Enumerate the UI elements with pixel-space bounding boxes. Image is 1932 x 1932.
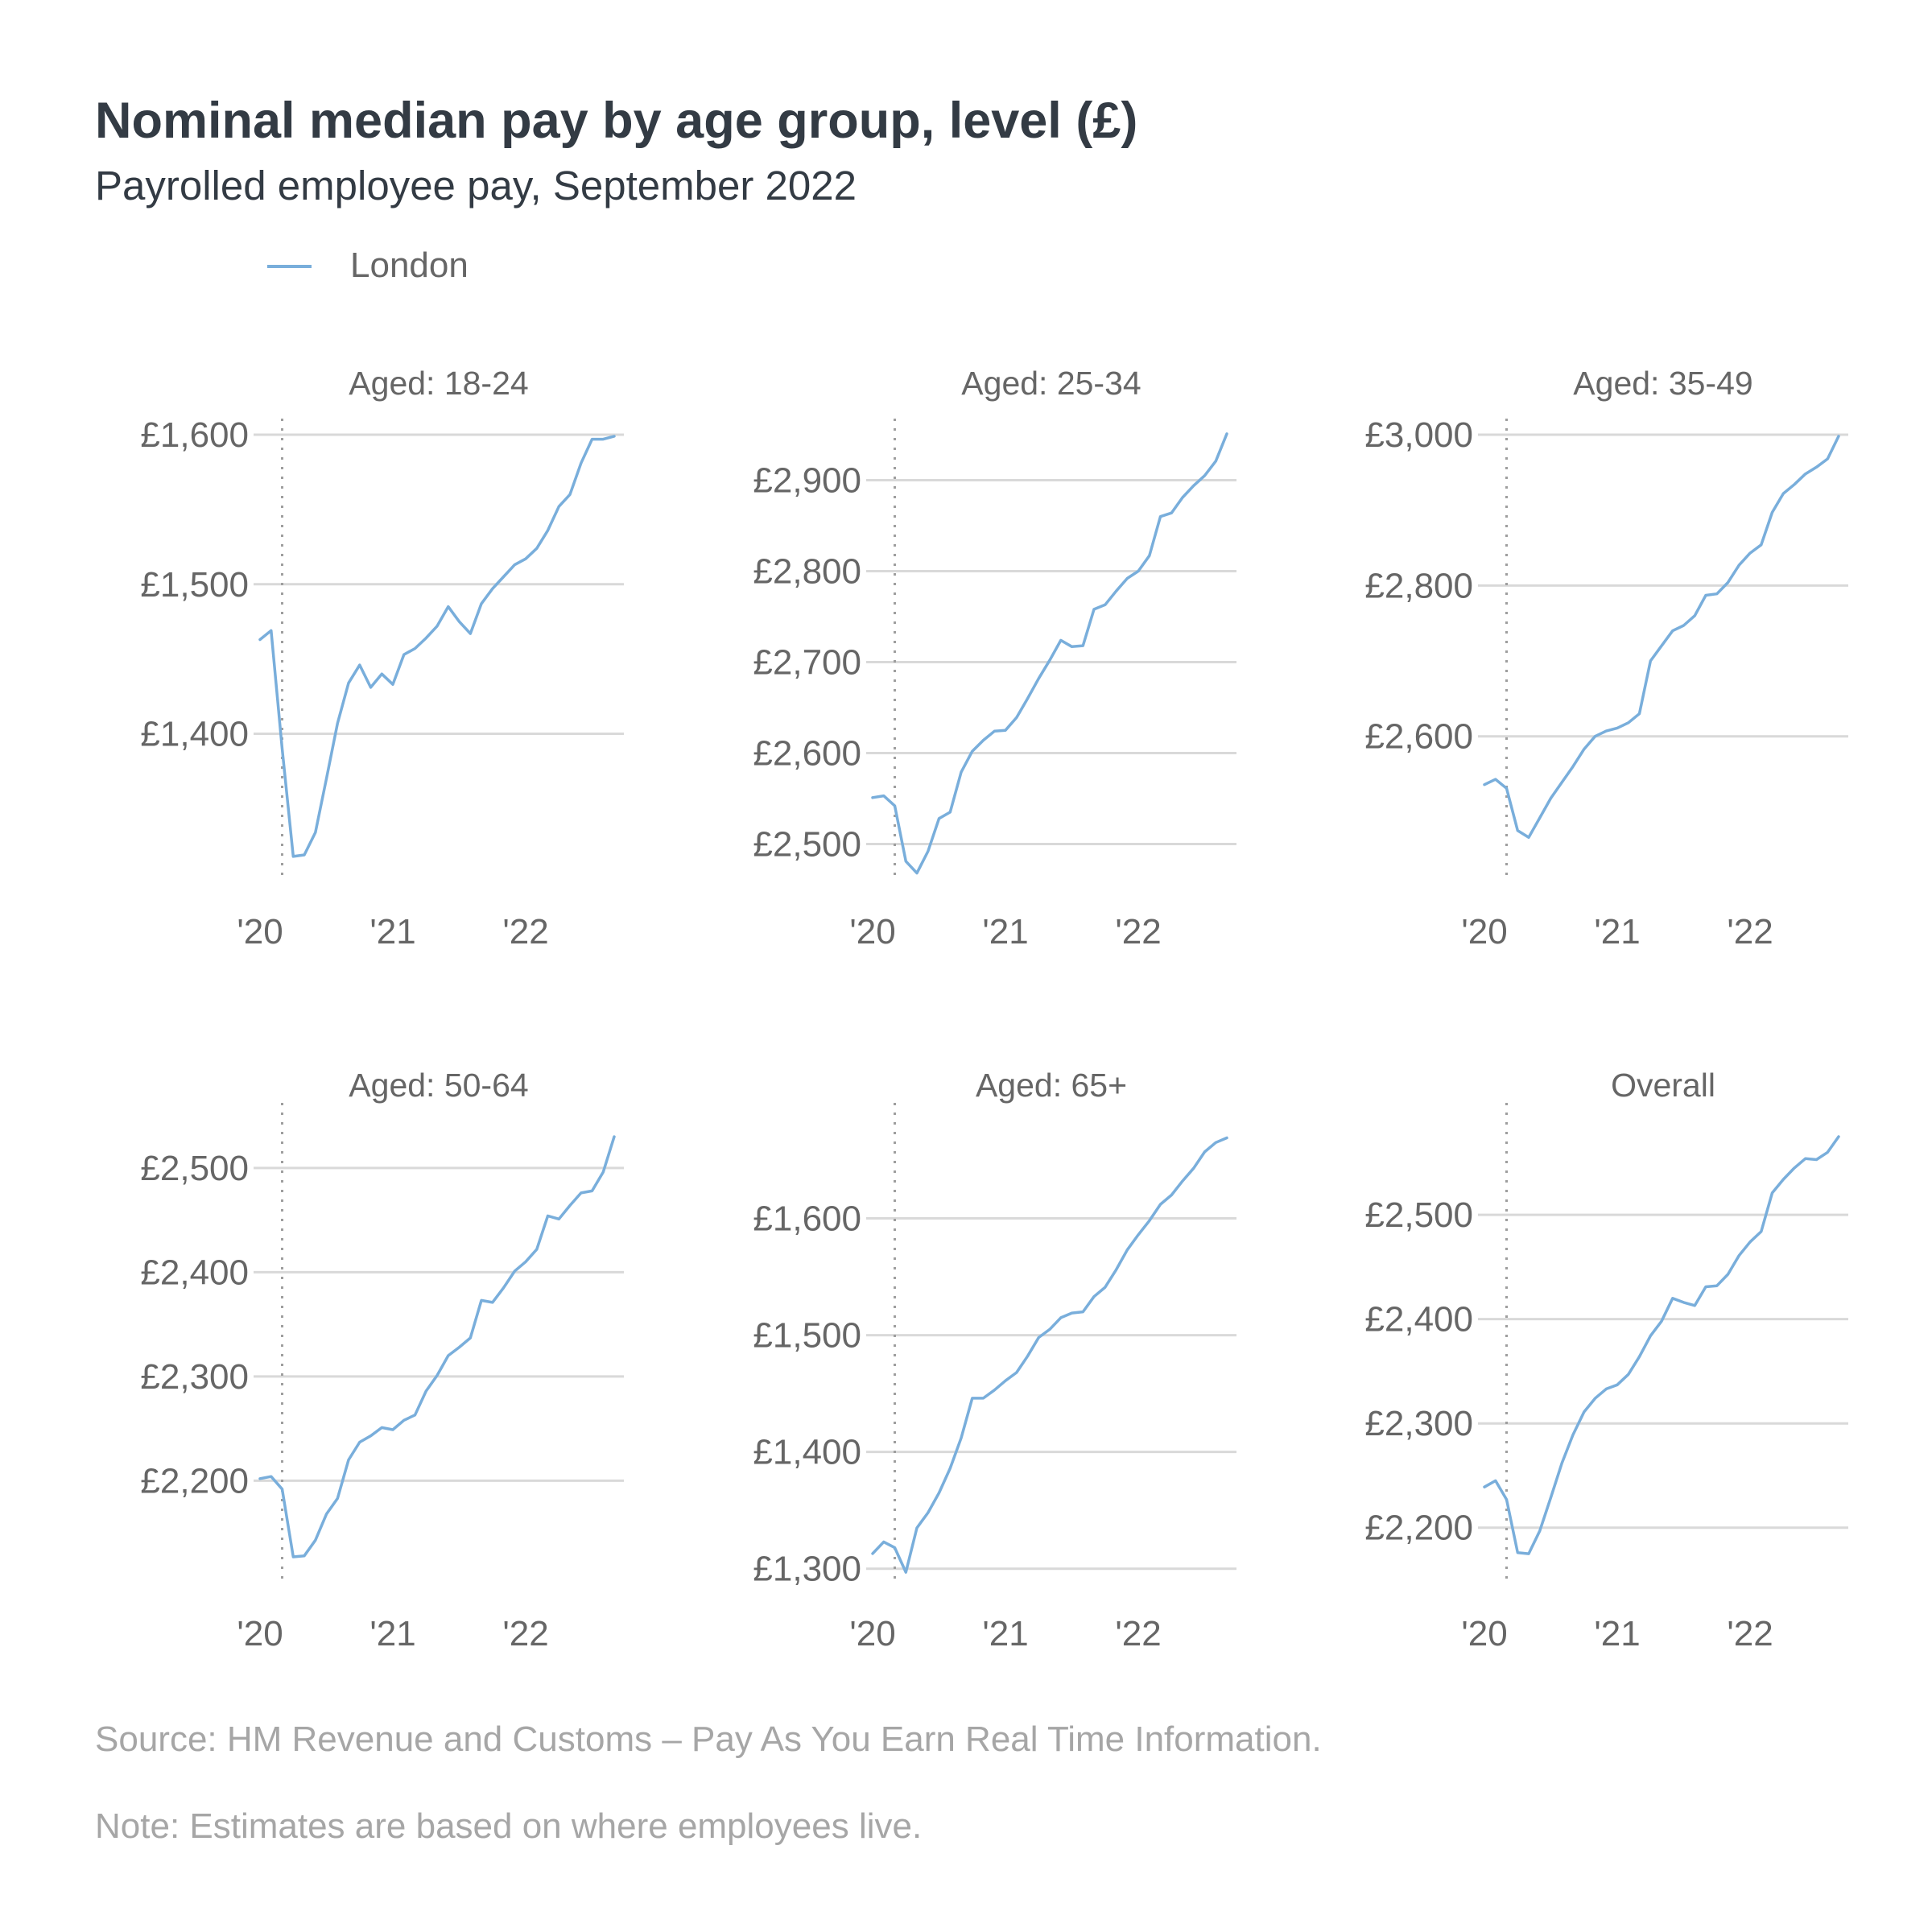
y-tick-label: £2,600: [753, 733, 861, 773]
small-multiples-grid: Aged: 18-24£1,400£1,500£1,600'20'21'22Ag…: [140, 365, 1848, 1653]
panel-aged-65: Aged: 65+ £1,300 £1,400 £1,500 £1,600 '20 '21 '…: [753, 1067, 1236, 1653]
x-tick-label: '22: [1727, 1614, 1773, 1653]
y-tick-label: £1,400: [753, 1433, 861, 1472]
y-tick-label: £2,300: [1364, 1404, 1473, 1443]
series-line-london: [258, 435, 616, 858]
panel-title: Aged: 25-34: [961, 365, 1141, 402]
series-line-london: [1483, 1135, 1840, 1555]
chart-subtitle: Payrolled employee pay, September 2022: [95, 163, 857, 208]
panel-overall: Overall £2,200 £2,300 £2,400 £2,500 '20 '21 '22: [1364, 1067, 1848, 1653]
x-tick-label: '22: [502, 912, 548, 952]
series-line-london: [871, 432, 1228, 875]
series-line-london: [258, 1135, 616, 1558]
legend: London: [267, 246, 469, 285]
panel-title: Aged: 65+: [976, 1067, 1127, 1104]
panel-aged-18-24: Aged: 18-24 £1,400 £1,500 £1,600 '20 '21 '22: [140, 365, 624, 952]
y-tick-label: £1,500: [753, 1316, 861, 1356]
y-tick-label: £2,500: [1364, 1195, 1473, 1235]
x-tick-label: '20: [849, 1614, 895, 1653]
x-tick-label: '21: [1594, 912, 1640, 952]
y-tick-label: £1,300: [753, 1550, 861, 1589]
legend-label-london: London: [350, 246, 469, 285]
y-tick-label: £1,600: [753, 1199, 861, 1239]
x-tick-label: '21: [982, 912, 1028, 952]
panel-aged-25-34: Aged: 25-34 £2,500 £2,600 £2,700 £2,800 £2,90…: [753, 365, 1236, 952]
panel-aged-35-49: Aged: 35-49 £2,600 £2,800 £3,000 '20 '21 '22: [1364, 365, 1848, 952]
y-tick-label: £2,400: [1364, 1300, 1473, 1340]
y-tick-label: £3,000: [1364, 415, 1473, 455]
series-line-london: [1483, 435, 1840, 839]
y-tick-label: £2,300: [140, 1357, 249, 1397]
y-tick-label: £2,500: [140, 1149, 249, 1188]
x-tick-label: '20: [1461, 1614, 1507, 1653]
x-tick-label: '20: [237, 912, 283, 952]
y-tick-label: £2,800: [753, 551, 861, 591]
source-note: Source: HM Revenue and Customs – Pay As …: [95, 1719, 1322, 1759]
series-line-london: [871, 1136, 1228, 1574]
x-tick-label: '21: [369, 1614, 415, 1653]
y-tick-label: £2,500: [753, 824, 861, 864]
panel-title: Aged: 18-24: [349, 365, 528, 402]
y-tick-label: £1,400: [140, 715, 249, 754]
x-tick-label: '22: [1115, 1614, 1161, 1653]
chart-title: Nominal median pay by age group, level (…: [95, 93, 1137, 149]
panel-title: Overall: [1611, 1067, 1715, 1104]
panel-title: Aged: 35-49: [1573, 365, 1752, 402]
y-tick-label: £2,900: [753, 460, 861, 500]
x-tick-label: '21: [982, 1614, 1028, 1653]
y-tick-label: £2,400: [140, 1253, 249, 1292]
x-tick-label: '22: [1727, 912, 1773, 952]
y-tick-label: £2,200: [140, 1461, 249, 1501]
x-tick-label: '20: [237, 1614, 283, 1653]
x-tick-label: '20: [849, 912, 895, 952]
y-tick-label: £1,600: [140, 415, 249, 455]
panel-aged-50-64: Aged: 50-64 £2,200 £2,300 £2,400 £2,500 '20 '2…: [140, 1067, 624, 1653]
x-tick-label: '22: [1115, 912, 1161, 952]
panel-title: Aged: 50-64: [349, 1067, 528, 1104]
y-tick-label: £1,500: [140, 565, 249, 605]
x-tick-label: '21: [1594, 1614, 1640, 1653]
footnote: Note: Estimates are based on where emplo…: [95, 1806, 922, 1846]
y-tick-label: £2,200: [1364, 1509, 1473, 1548]
x-tick-label: '21: [369, 912, 415, 952]
x-tick-label: '22: [502, 1614, 548, 1653]
x-tick-label: '20: [1461, 912, 1507, 952]
y-tick-label: £2,700: [753, 642, 861, 682]
y-tick-label: £2,600: [1364, 717, 1473, 757]
y-tick-label: £2,800: [1364, 566, 1473, 605]
